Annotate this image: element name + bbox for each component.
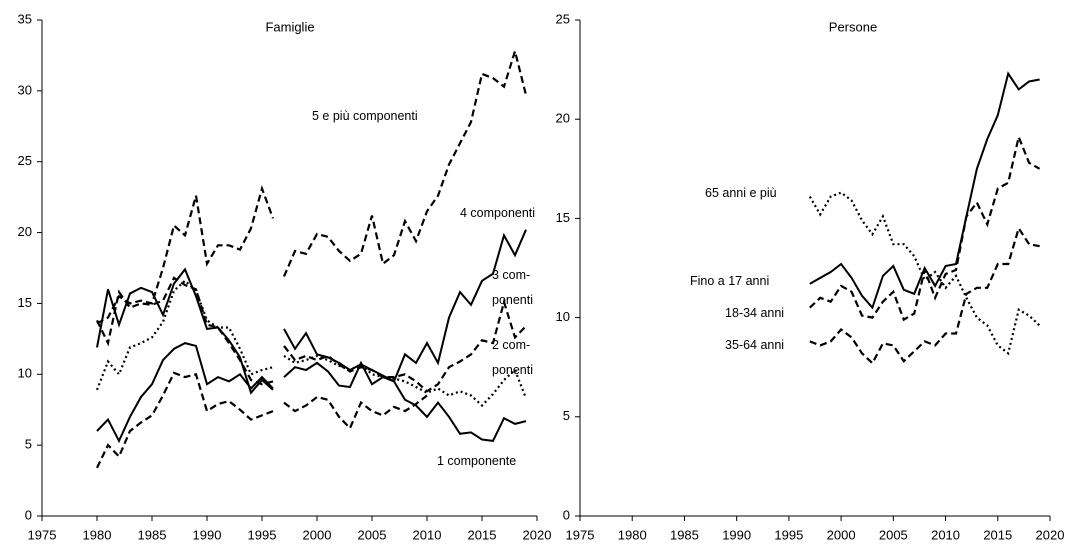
x-tick-label: 1995 [774,527,803,542]
series-line [96,185,275,325]
x-tick-label: 2020 [523,527,552,542]
x-tick-label: 2005 [358,527,387,542]
series-label: 5 e più componenti [312,109,418,123]
x-tick-label: 2020 [1036,527,1065,542]
y-tick-label: 25 [18,153,32,168]
y-tick-label: 15 [556,210,570,225]
series-label: 3 com- ponenti [492,268,534,307]
series-label: 18-34 anni [725,306,785,320]
series-line [809,133,1041,322]
y-tick-label: 0 [563,507,570,522]
x-tick-label: 1980 [618,527,647,542]
y-tick-label: 0 [25,507,32,522]
y-tick-label: 35 [18,11,32,26]
series-line [96,342,274,444]
series-line [808,191,1041,356]
series-line [283,354,528,408]
y-tick-label: 10 [556,309,570,324]
x-tick-label: 2005 [879,527,908,542]
x-tick-label: 2000 [827,527,856,542]
series-label: 65 anni e più [705,186,777,200]
y-tick-label: 5 [25,437,32,452]
x-tick-label: 2015 [468,527,497,542]
x-tick-label: 2010 [413,527,442,542]
series-line [283,360,527,442]
x-tick-label: 1985 [138,527,167,542]
x-tick-label: 1985 [670,527,699,542]
y-tick-label: 30 [18,82,32,97]
series-label: Fino a 17 anni [690,274,770,288]
series-line [283,298,527,393]
series-line [809,225,1040,365]
series-line [96,371,274,469]
x-tick-label: 2000 [303,527,332,542]
x-tick-label: 1975 [28,527,57,542]
series-line [282,47,528,277]
x-tick-label: 2015 [983,527,1012,542]
y-tick-label: 10 [18,366,32,381]
y-tick-label: 5 [563,408,570,423]
series-label: 2 com- ponenti [492,338,534,377]
series-line [96,276,274,386]
chart-title: Persone [829,19,877,34]
x-tick-label: 1980 [83,527,112,542]
series-label: 1 componente [437,454,517,468]
series-line [283,394,428,431]
x-tick-label: 1995 [248,527,277,542]
series-line [95,279,274,391]
y-tick-label: 25 [556,11,570,26]
x-tick-label: 1990 [722,527,751,542]
y-tick-label: 15 [18,295,32,310]
y-tick-label: 20 [18,224,32,239]
x-tick-label: 2010 [931,527,960,542]
chart-title: Famiglie [265,19,314,34]
y-tick-label: 20 [556,111,570,126]
x-tick-label: 1975 [566,527,595,542]
series-label: 4 componenti [460,206,536,220]
series-label: 35-64 anni [725,338,785,352]
x-tick-label: 1990 [193,527,222,542]
series-line [96,267,274,395]
